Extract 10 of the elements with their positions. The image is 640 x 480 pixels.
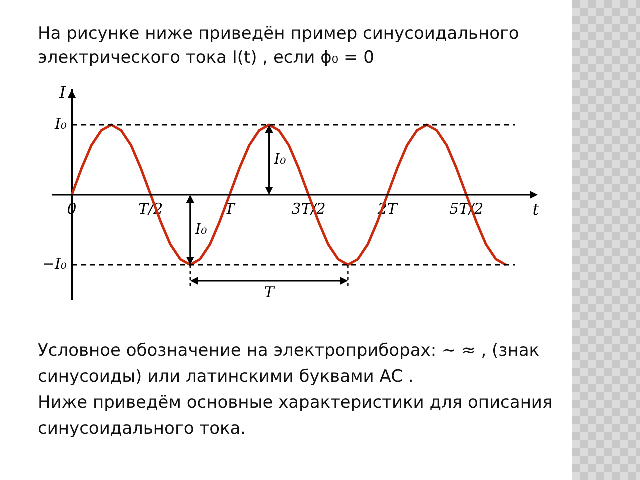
chart-title: На рисунке ниже приведён пример синусоидального электрического тока I(t) , если ϕ₀ = 0 [38,23,520,70]
text: Условное обозначение на электроприборах: ∼ ≈ , (знак синусоиды) или латинскими буквами AC . [38,340,541,389]
y-axis-title: I [58,83,67,102]
ref-line-label: I₀ [54,114,67,133]
ref-line-label: −I₀ [42,254,67,273]
annotation: I₀ [194,220,208,238]
text: T [264,283,276,302]
x-axis-title: t [532,200,540,220]
annotation: I₀ [273,150,286,168]
text: Ниже приведём основные характеристики для описания синусоидального тока. [38,392,554,441]
